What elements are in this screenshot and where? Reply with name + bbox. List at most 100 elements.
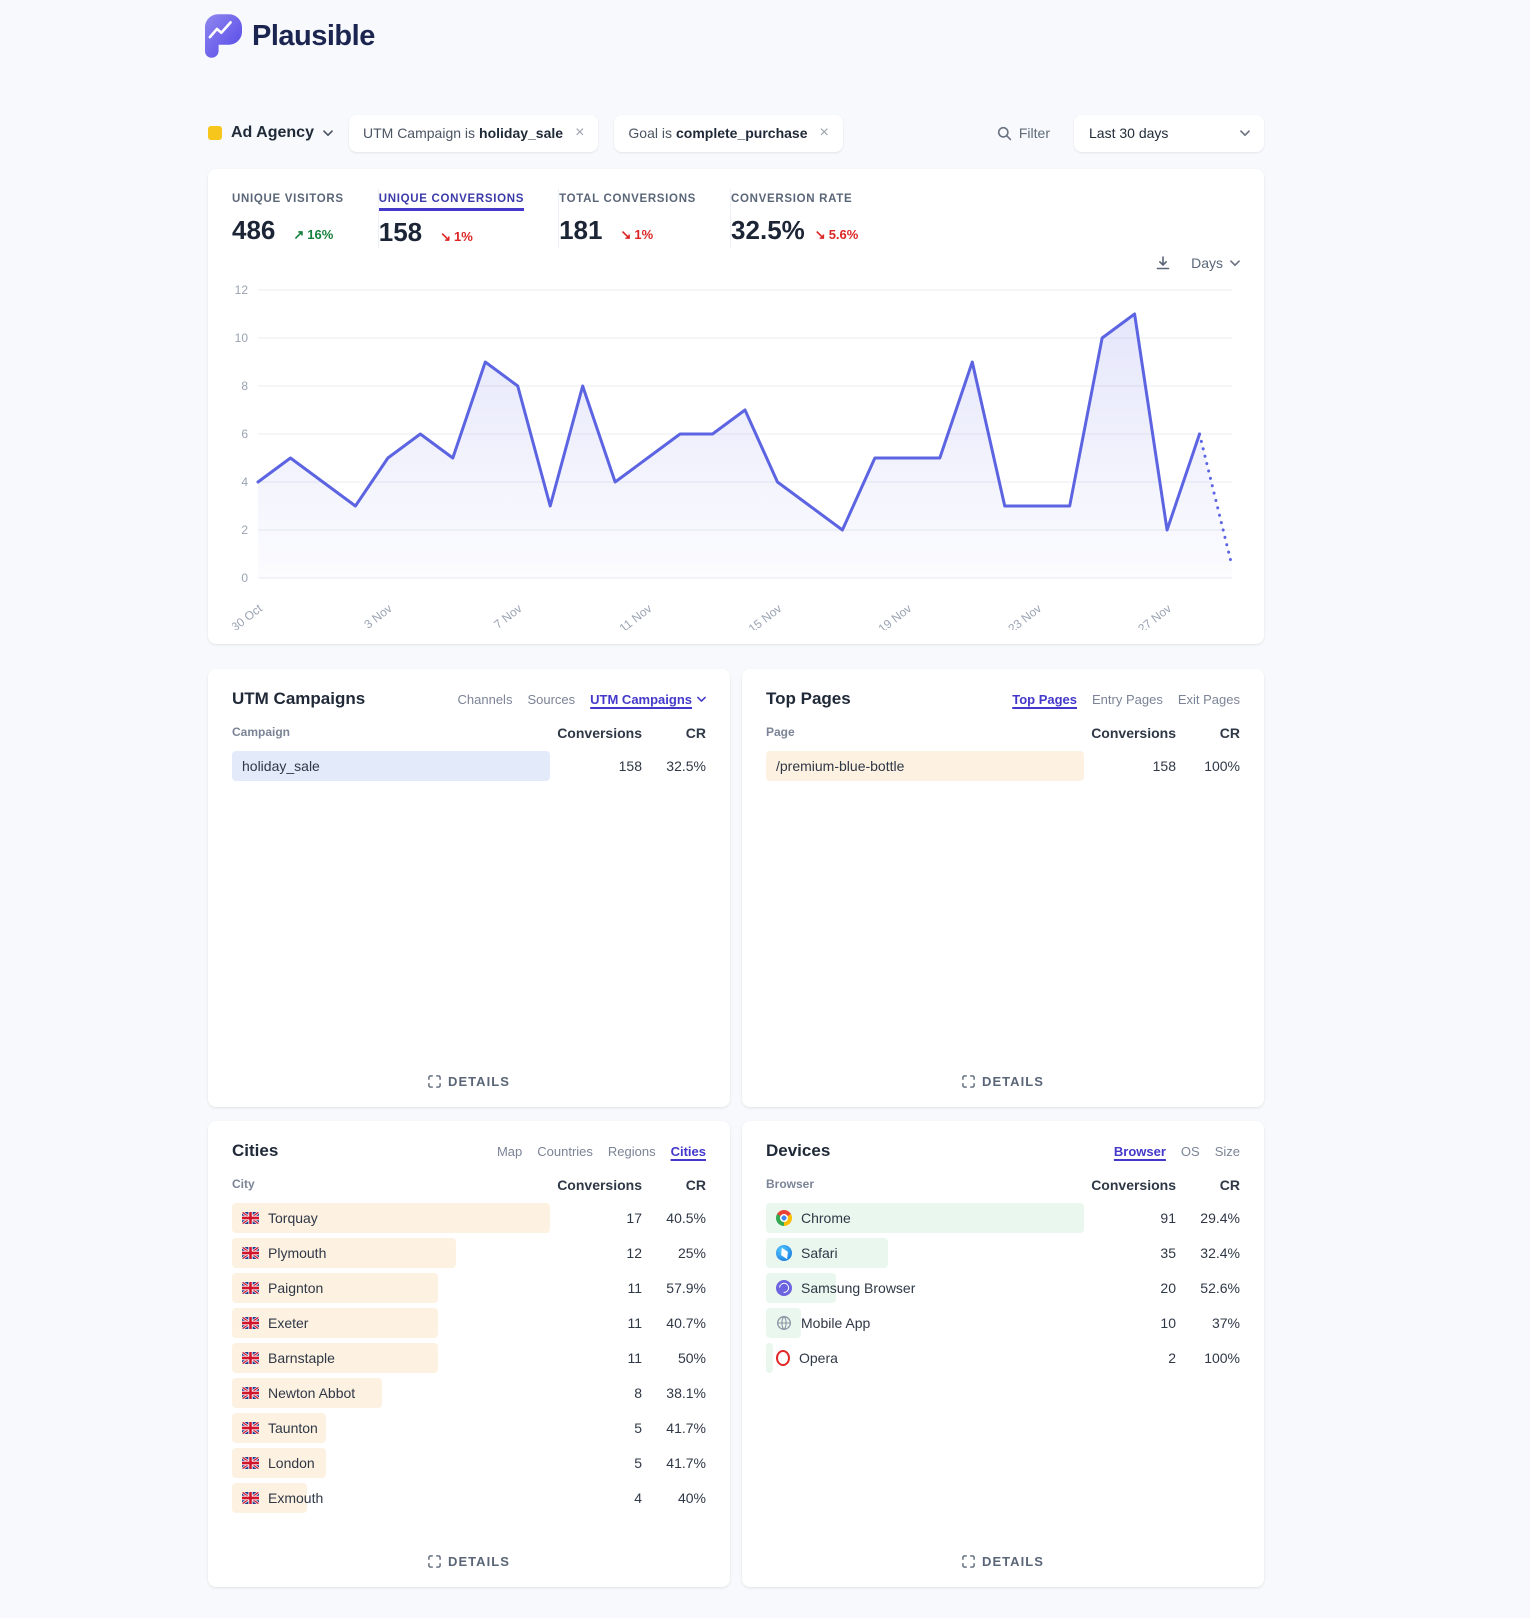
tab-map[interactable]: Map [496,1143,523,1159]
row-label: Exmouth [268,1490,324,1506]
row-cr: 40.5% [666,1210,706,1226]
cities-tabs: Map Countries Regions Cities [497,1144,706,1159]
expand-icon [428,1555,441,1568]
details-button[interactable]: DETAILS [766,1542,1240,1575]
table-row[interactable]: holiday_sale 158 32.5% [232,751,706,781]
details-button[interactable]: DETAILS [232,1062,706,1095]
tab-sources[interactable]: Sources [527,691,576,707]
panel-title: UTM Campaigns [232,689,366,708]
stat-value: 181 [559,215,603,245]
table-row[interactable]: Paignton 11 57.9% [232,1273,706,1303]
arrow-up-icon: ↗ [293,227,305,242]
tab-channels[interactable]: Channels [457,691,513,707]
tab-regions[interactable]: Regions [607,1143,656,1159]
row-label: Plymouth [268,1245,327,1261]
value-bar [766,1343,773,1373]
svg-text:0: 0 [241,571,248,585]
svg-text:12: 12 [235,283,249,297]
row-conversions: 17 [626,1210,642,1226]
filter-prefix: UTM Campaign is [362,125,476,141]
svg-text:4: 4 [241,475,248,489]
cities-table: Torquay 17 40.5% Plymouth 12 25% Paignton 11 57.… [232,1203,706,1542]
tab-size[interactable]: Size [1214,1143,1240,1159]
table-row[interactable]: Exmouth 4 40% [232,1483,706,1513]
tab-cities[interactable]: Cities [670,1143,706,1159]
tab-exit-pages[interactable]: Exit Pages [1177,691,1240,707]
expand-icon [962,1075,975,1088]
row-label: Taunton [268,1420,318,1436]
expand-icon [428,1075,441,1088]
table-row[interactable]: Taunton 5 41.7% [232,1413,706,1443]
filter-pill-goal[interactable]: Goal is complete_purchase × [614,114,843,152]
row-label: Mobile App [801,1315,871,1331]
site-name: Ad Agency [231,124,314,141]
plausible-logo[interactable]: Plausible [205,14,375,58]
tab-countries[interactable]: Countries [537,1143,593,1159]
row-conversions: 11 [627,1280,642,1296]
expand-icon [962,1555,975,1568]
svg-text:10: 10 [235,331,249,345]
filter-value: complete_purchase [675,125,808,141]
row-cr: 40.7% [666,1315,706,1331]
table-row[interactable]: Exeter 11 40.7% [232,1308,706,1338]
conversions-line-chart[interactable]: 0 2 4 6 8 10 12 30 Oct 3 Nov 7 Nov 11 Nov 15 Nov 19 … [232,278,1240,630]
table-row[interactable]: Opera 2 100% [766,1343,1240,1373]
table-row[interactable]: Safari 35 32.4% [766,1238,1240,1268]
top-pages-panel: Top Pages Top Pages Entry Pages Exit Pag… [742,669,1264,1107]
table-row[interactable]: Plymouth 12 25% [232,1238,706,1268]
stat-divider [377,189,379,248]
devices-table: Chrome 91 29.4% Safari 35 32.4% Samsung Browse… [766,1203,1240,1542]
tab-entry-pages[interactable]: Entry Pages [1092,691,1163,707]
globe-icon [777,1316,791,1330]
row-cr: 37% [1211,1315,1240,1331]
table-row[interactable]: Barnstaple 11 50% [232,1343,706,1373]
row-label: Barnstaple [268,1350,335,1366]
tab-os[interactable]: OS [1180,1143,1200,1159]
row-conversions: 20 [1160,1280,1176,1296]
safari-icon [776,1245,792,1261]
row-cr: 41.7% [666,1455,706,1471]
panel-title: Devices [766,1141,831,1160]
table-row[interactable]: /premium-blue-bottle 158 100% [766,751,1240,781]
svg-text:19 Nov: 19 Nov [876,601,915,630]
row-label: Paignton [268,1280,324,1296]
download-icon[interactable] [1155,255,1171,271]
stat-unique-conversions[interactable]: UNIQUE CONVERSIONS 158 ↘ 1% [378,193,525,247]
date-range-value: Last 30 days [1089,125,1169,141]
details-button[interactable]: DETAILS [232,1542,706,1575]
table-row[interactable]: Newton Abbot 8 38.1% [232,1378,706,1408]
svg-text:30 Oct: 30 Oct [232,601,265,630]
date-range-select[interactable]: Last 30 days [1074,114,1264,152]
remove-filter-icon[interactable]: × [819,124,829,141]
chevron-down-icon [1230,259,1240,266]
uk-flag-icon [242,1492,259,1504]
interval-value: Days [1191,255,1223,271]
chrome-icon [776,1210,792,1226]
stat-change: ↘ 1% [440,229,473,244]
stat-conversion-rate[interactable]: CONVERSION RATE 32.5% ↘ 5.6% [731,193,859,245]
tab-utm-campaigns[interactable]: UTM Campaigns [590,692,706,707]
site-picker[interactable]: Ad Agency [208,124,333,142]
details-button[interactable]: DETAILS [766,1062,1240,1095]
row-cr: 50% [677,1350,706,1366]
filter-pill-utm-campaign[interactable]: UTM Campaign is holiday_sale × [348,114,599,152]
table-row[interactable]: Samsung Browser 20 52.6% [766,1273,1240,1303]
value-bar [232,1343,438,1373]
tab-browser[interactable]: Browser [1113,1143,1166,1159]
svg-text:11 Nov: 11 Nov [617,601,655,630]
remove-filter-icon[interactable]: × [575,124,585,141]
row-label: Samsung Browser [801,1280,916,1296]
filter-button[interactable]: Filter [997,125,1050,141]
tab-top-pages[interactable]: Top Pages [1012,691,1078,707]
table-row[interactable]: Chrome 91 29.4% [766,1203,1240,1233]
cities-panel: Cities Map Countries Regions Cities City… [208,1121,730,1587]
chevron-down-icon [697,696,706,702]
stat-unique-visitors[interactable]: UNIQUE VISITORS 486 ↗ 16% [232,193,344,245]
table-row[interactable]: Mobile App 10 37% [766,1308,1240,1338]
table-row[interactable]: Torquay 17 40.5% [232,1203,706,1233]
stat-total-conversions[interactable]: TOTAL CONVERSIONS 181 ↘ 1% [559,193,697,245]
value-bar [232,1238,457,1268]
interval-select[interactable]: Days [1191,255,1240,271]
svg-text:7 Nov: 7 Nov [491,601,524,630]
table-row[interactable]: London 5 41.7% [232,1448,706,1478]
